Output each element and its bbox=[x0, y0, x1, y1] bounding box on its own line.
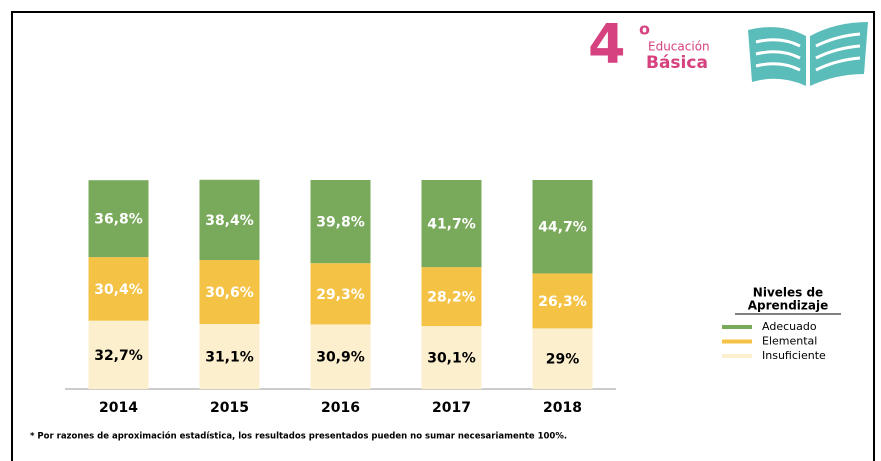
data-label: 30,1% bbox=[427, 351, 476, 367]
legend-label: Adecuado bbox=[762, 320, 817, 333]
data-label: 38,4% bbox=[205, 213, 254, 229]
data-label: 44,7% bbox=[538, 220, 587, 236]
data-label: 30,9% bbox=[316, 350, 365, 366]
logo-superscript: o bbox=[639, 20, 650, 39]
bar-segment bbox=[310, 324, 371, 389]
logo-line2: Básica bbox=[646, 53, 708, 73]
bar-segment bbox=[199, 324, 260, 389]
bar-segment bbox=[88, 320, 149, 389]
logo-number: 4 bbox=[588, 13, 626, 76]
frame bbox=[11, 11, 875, 461]
bar-segment bbox=[199, 260, 260, 325]
footnote: * Por razones de aproximación estadístic… bbox=[30, 431, 567, 442]
bar-segment bbox=[199, 179, 260, 261]
bar-segment bbox=[532, 273, 593, 329]
data-label: 28,2% bbox=[427, 290, 476, 306]
legend-label: Elemental bbox=[762, 335, 817, 348]
legend-swatch bbox=[722, 325, 752, 329]
data-label: 32,7% bbox=[94, 348, 143, 364]
legend-title: Niveles de bbox=[753, 286, 823, 300]
data-label: 30,4% bbox=[94, 282, 143, 298]
data-label: 41,7% bbox=[427, 217, 476, 233]
x-tick-label: 2018 bbox=[543, 400, 582, 416]
legend-title: Aprendizaje bbox=[748, 299, 829, 313]
logo-line1: Educación bbox=[648, 40, 710, 54]
bar-segment bbox=[532, 180, 593, 274]
bar-segment bbox=[310, 180, 371, 264]
data-label: 29% bbox=[546, 352, 580, 368]
data-label: 30,6% bbox=[205, 285, 254, 301]
x-tick-label: 2014 bbox=[99, 400, 138, 416]
legend-swatch bbox=[722, 339, 752, 344]
data-label: 36,8% bbox=[94, 212, 143, 228]
bar-segment bbox=[421, 267, 482, 327]
x-tick-label: 2015 bbox=[210, 400, 249, 416]
x-tick-label: 2016 bbox=[321, 400, 360, 416]
logo: 4 o Educación Básica bbox=[588, 13, 868, 86]
bar-segment bbox=[421, 326, 482, 389]
data-label: 26,3% bbox=[538, 294, 587, 310]
legend-swatch bbox=[722, 354, 752, 358]
data-label: 29,3% bbox=[316, 287, 365, 303]
bar-segment bbox=[421, 180, 482, 268]
bar-segment bbox=[88, 257, 149, 321]
bar-segment bbox=[532, 328, 593, 389]
data-label: 39,8% bbox=[316, 215, 365, 231]
book-icon bbox=[748, 22, 868, 86]
bar-segment bbox=[310, 263, 371, 325]
bar-segment bbox=[88, 180, 149, 258]
x-tick-label: 2017 bbox=[432, 400, 471, 416]
data-label: 31,1% bbox=[205, 350, 254, 366]
legend-label: Insuficiente bbox=[762, 349, 826, 362]
